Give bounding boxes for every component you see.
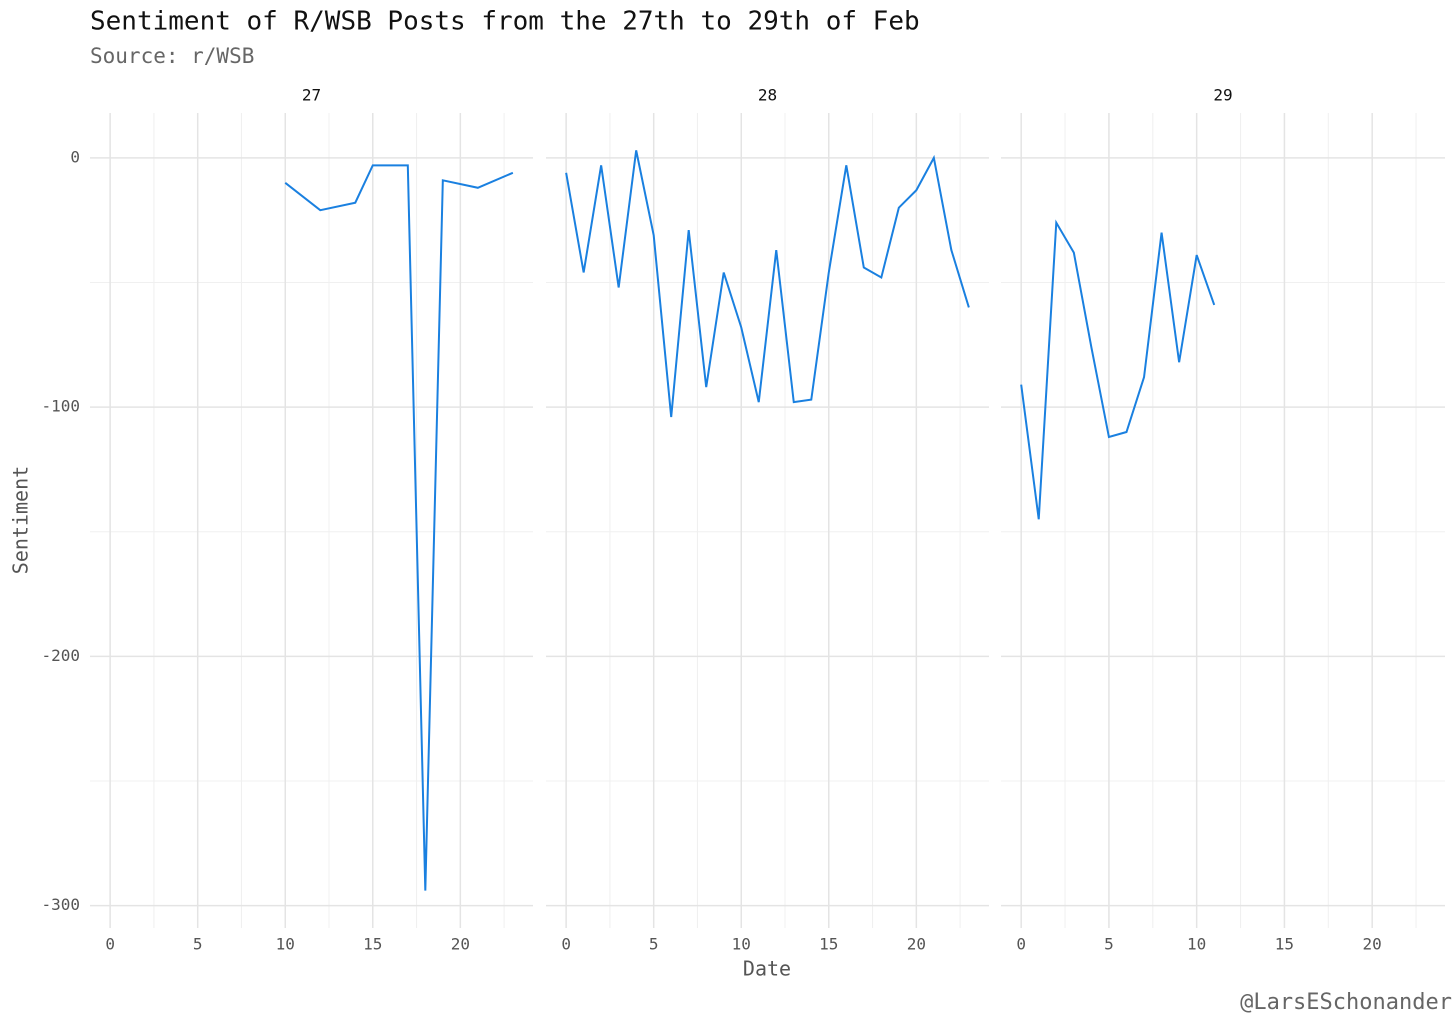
y-axis-label: Sentiment (9, 466, 33, 574)
x-tick-label: 15 (1275, 935, 1294, 954)
caption: @LarsESchonander (1240, 990, 1452, 1015)
x-tick-label: 0 (105, 935, 115, 954)
x-tick-label: 15 (819, 935, 838, 954)
x-tick-label: 20 (907, 935, 926, 954)
facet-label: 29 (1213, 86, 1232, 105)
data-line (565, 150, 970, 418)
y-tick-label: 0 (70, 147, 80, 166)
x-tick-label: 0 (561, 935, 571, 954)
x-tick-label: 20 (451, 935, 470, 954)
x-tick-label: 5 (649, 935, 659, 954)
facet-label: 28 (758, 86, 777, 105)
x-tick-label: 5 (1104, 935, 1114, 954)
x-tick-label: 15 (363, 935, 382, 954)
x-tick-label: 10 (276, 935, 295, 954)
data-line (1020, 219, 1216, 520)
y-tick-label: -100 (41, 397, 80, 416)
x-tick-label: 5 (193, 935, 203, 954)
chart-title: Sentiment of R/WSB Posts from the 27th t… (90, 7, 920, 37)
x-tick-label: 20 (1363, 935, 1382, 954)
x-axis-label: Date (743, 957, 791, 981)
x-tick-label: 10 (732, 935, 751, 954)
facet-label: 27 (302, 86, 321, 105)
y-tick-label: -300 (41, 895, 80, 914)
data-line (284, 164, 514, 891)
y-tick-label: -200 (41, 646, 80, 665)
x-tick-label: 10 (1187, 935, 1206, 954)
chart-subtitle: Source: r/WSB (90, 44, 254, 68)
x-tick-label: 0 (1016, 935, 1026, 954)
